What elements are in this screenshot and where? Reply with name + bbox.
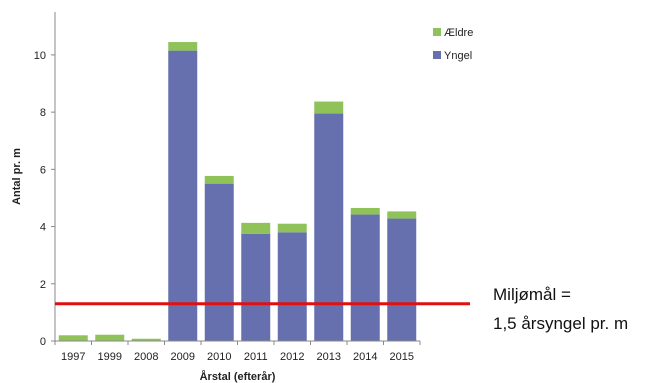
bar-ældre-2011 xyxy=(241,222,271,234)
y-tick-label: 6 xyxy=(40,164,46,176)
y-axis-title: Antal pr. m xyxy=(11,148,23,205)
bar-ældre-2010 xyxy=(204,175,234,184)
bar-ældre-2015 xyxy=(387,211,417,219)
bar-yngel-2009 xyxy=(168,50,198,342)
bar-ældre-2008 xyxy=(131,338,161,341)
bar-ældre-1997 xyxy=(58,335,88,341)
bar-ældre-2009 xyxy=(168,42,198,51)
bar-yngel-2011 xyxy=(241,233,271,341)
x-axis-title: Årstal (efterår) xyxy=(200,370,276,383)
x-tick-label: 2008 xyxy=(134,351,158,363)
bar-yngel-2010 xyxy=(204,183,234,341)
bars-group xyxy=(58,42,417,342)
y-tick-label: 2 xyxy=(40,279,46,291)
bar-yngel-2012 xyxy=(277,232,307,341)
x-tick-label: 2012 xyxy=(280,351,304,363)
y-tick-label: 10 xyxy=(34,50,46,62)
y-tick-label: 4 xyxy=(40,222,46,234)
legend: Ældre Yngel xyxy=(433,27,473,62)
bar-yngel-2013 xyxy=(314,113,344,341)
goal-label-line-1: Miljømål = xyxy=(493,285,571,304)
x-tick-label: 2010 xyxy=(207,351,231,363)
legend-swatch-ældre xyxy=(433,28,441,36)
bar-yngel-2015 xyxy=(387,218,417,341)
legend-label-yngel: Yngel xyxy=(444,50,472,62)
goal-label-line-2: 1,5 årsyngel pr. m xyxy=(493,314,628,333)
x-tick-label: 2011 xyxy=(244,351,268,363)
x-tick-label: 2015 xyxy=(390,351,414,363)
x-tick-label: 1997 xyxy=(61,351,85,363)
bar-ældre-2014 xyxy=(350,207,380,215)
x-tick-label: 2009 xyxy=(171,351,195,363)
y-tick-label: 8 xyxy=(40,107,46,119)
legend-label-ældre: Ældre xyxy=(444,27,473,39)
bar-ældre-1999 xyxy=(95,334,125,341)
x-tick-labels: 1997 1999 2008 2009 2010 2011 2012 2013 2014 2015 xyxy=(54,341,421,363)
bar-ældre-2012 xyxy=(277,223,307,233)
x-tick-label: 2013 xyxy=(317,351,341,363)
bar-ældre-2013 xyxy=(314,101,344,114)
x-tick-label: 1999 xyxy=(98,351,122,363)
legend-swatch-yngel xyxy=(433,51,441,59)
y-tick-labels: 0 2 4 6 8 10 xyxy=(34,50,55,348)
x-tick-label: 2014 xyxy=(353,351,377,363)
y-tick-label: 0 xyxy=(40,336,46,348)
bar-yngel-2014 xyxy=(350,214,380,341)
